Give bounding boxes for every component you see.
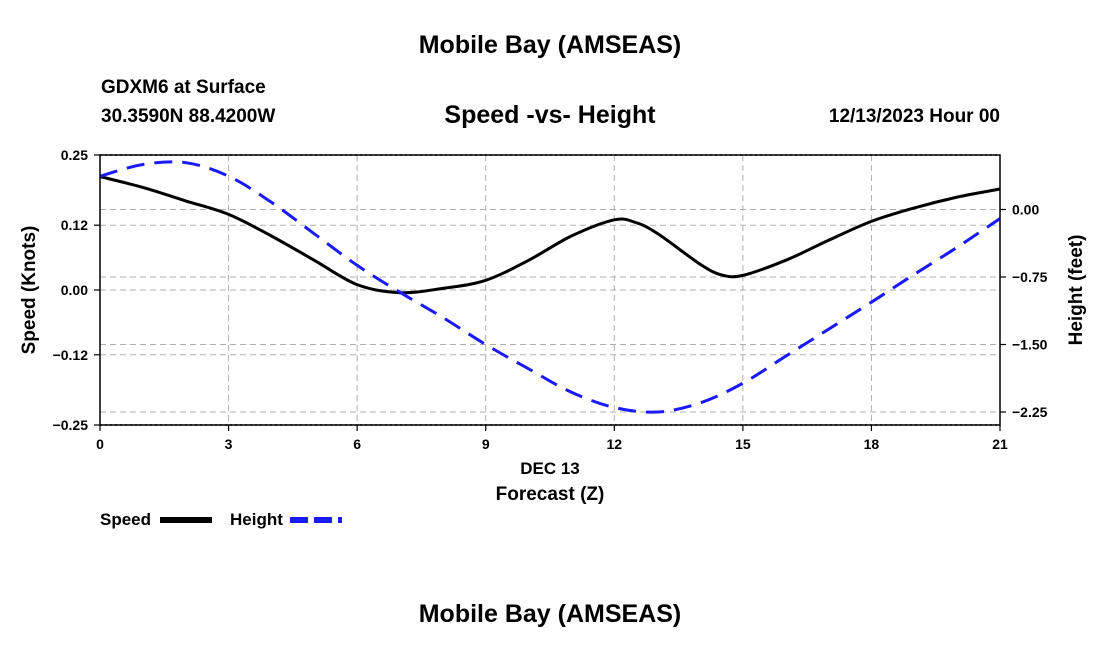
- y2-tick-label: −1.50: [1012, 337, 1048, 353]
- series-line-height: [99, 160, 1001, 414]
- series-lines: [99, 160, 1001, 414]
- y-axis-title-right: Height (feet): [1066, 235, 1087, 346]
- chart-bottom-title: Mobile Bay (AMSEAS): [418, 600, 682, 628]
- chart-main-title: Mobile Bay (AMSEAS): [418, 31, 682, 59]
- x-tick-label: 6: [353, 436, 361, 452]
- y-tick-label: −0.25: [53, 417, 89, 433]
- x-tick-label: 0: [96, 436, 104, 452]
- x-axis-date-label: DEC 13: [520, 459, 580, 478]
- legend-speed-label: Speed: [100, 510, 151, 529]
- y-tick-label: 0.25: [61, 147, 88, 163]
- y-axis-title-left: Speed (Knots): [19, 226, 40, 355]
- legend: Speed Height: [100, 510, 342, 529]
- axis-ticks: 0 3 6 9 12 15 18 21 0.25 0.12 0.00 −0.12 −0.25 0.00 −0…: [53, 147, 1048, 452]
- y2-tick-label: −0.75: [1012, 269, 1048, 285]
- station-coordinates: 30.3590N 88.4200W: [101, 106, 276, 127]
- series-line-speed: [99, 175, 1001, 295]
- y-tick-label: −0.12: [53, 347, 89, 363]
- x-tick-label: 15: [735, 436, 751, 452]
- y-tick-label: 0.00: [61, 282, 88, 298]
- x-tick-label: 3: [225, 436, 233, 452]
- grid-lines: [100, 154, 1000, 426]
- x-axis-title: Forecast (Z): [496, 484, 605, 505]
- x-tick-label: 21: [992, 436, 1008, 452]
- station-label: GDXM6 at Surface: [101, 77, 266, 98]
- forecast-datetime: 12/13/2023 Hour 00: [828, 106, 1000, 127]
- y2-tick-label: 0.00: [1012, 202, 1039, 218]
- x-tick-label: 18: [864, 436, 880, 452]
- legend-height-label: Height: [230, 510, 283, 529]
- chart-subtitle: Speed -vs- Height: [444, 101, 656, 129]
- x-tick-label: 9: [482, 436, 490, 452]
- y-tick-label: 0.12: [61, 217, 88, 233]
- y2-tick-label: −2.25: [1012, 404, 1048, 420]
- x-tick-label: 12: [606, 436, 622, 452]
